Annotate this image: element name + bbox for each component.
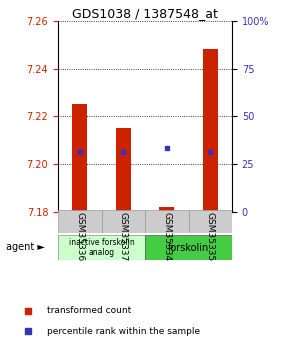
- Text: transformed count: transformed count: [46, 306, 131, 315]
- Text: agent ►: agent ►: [6, 243, 45, 252]
- Text: forskolin: forskolin: [168, 243, 209, 253]
- Bar: [116, 128, 131, 212]
- Bar: [58, 210, 102, 233]
- Bar: [145, 210, 188, 233]
- Bar: [159, 207, 174, 212]
- Text: inactive forskolin
analog: inactive forskolin analog: [69, 238, 134, 257]
- Bar: [58, 235, 145, 260]
- Text: GSM35336: GSM35336: [75, 211, 84, 261]
- Bar: [72, 105, 87, 212]
- Bar: [102, 210, 145, 233]
- Bar: [145, 235, 232, 260]
- Bar: [203, 49, 218, 212]
- Bar: [188, 210, 232, 233]
- Text: GSM35334: GSM35334: [162, 211, 171, 261]
- Text: GSM35337: GSM35337: [119, 211, 128, 261]
- Title: GDS1038 / 1387548_at: GDS1038 / 1387548_at: [72, 7, 218, 20]
- Text: GSM35335: GSM35335: [206, 211, 215, 261]
- Text: percentile rank within the sample: percentile rank within the sample: [46, 327, 200, 336]
